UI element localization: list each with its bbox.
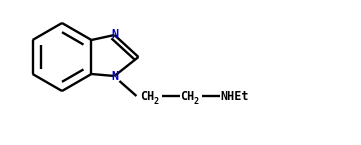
Text: CH: CH [180,89,195,103]
Text: N: N [111,29,118,41]
Text: 2: 2 [153,97,158,106]
Text: 2: 2 [193,97,199,106]
Text: CH: CH [140,89,155,103]
Text: N: N [111,69,118,83]
Text: NHEt: NHEt [221,89,249,103]
